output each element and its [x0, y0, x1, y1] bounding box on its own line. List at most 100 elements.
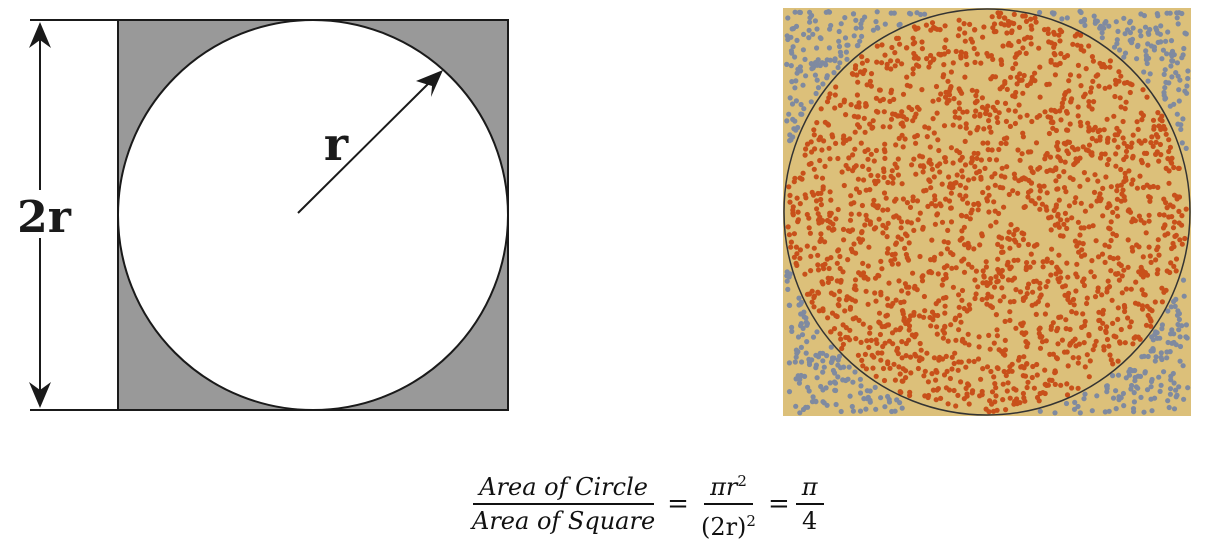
inside-dot [1057, 233, 1064, 239]
outside-dot [1179, 323, 1185, 329]
inside-dot [1042, 109, 1048, 115]
inside-dot [1008, 222, 1014, 228]
inside-dot [1102, 242, 1108, 248]
inside-dot [894, 345, 901, 351]
inside-dot [963, 53, 969, 60]
inside-dot [1108, 237, 1114, 244]
inside-dot [847, 337, 853, 343]
inside-dot [945, 49, 951, 55]
inside-dot [1110, 361, 1116, 367]
inside-dot [1137, 173, 1143, 179]
outside-dot [838, 408, 844, 415]
outside-dot [795, 124, 801, 131]
inside-dot [1052, 381, 1058, 387]
inside-dot [1070, 296, 1077, 303]
inside-dot [856, 124, 862, 130]
inside-dot [881, 109, 887, 115]
outside-dot [1110, 373, 1116, 379]
inside-dot [865, 263, 871, 269]
inside-dot [938, 395, 944, 401]
inside-dot [973, 108, 979, 114]
inside-dot [1075, 158, 1081, 164]
inside-dot [827, 91, 833, 97]
outside-dot [827, 26, 833, 32]
outside-dot [1177, 77, 1183, 83]
inside-dot [881, 377, 888, 384]
outside-dot [1153, 25, 1159, 31]
inside-dot [989, 174, 995, 180]
inside-dot [1067, 299, 1073, 305]
inside-dot [1118, 326, 1124, 333]
inside-dot [961, 242, 968, 248]
inside-dot [1028, 16, 1034, 22]
inside-dot [1141, 291, 1147, 297]
inside-dot [1157, 212, 1163, 218]
inside-dot [848, 102, 854, 108]
inside-dot [1084, 352, 1090, 358]
inside-dot [1045, 278, 1051, 284]
inside-dot [885, 246, 891, 252]
inside-dot [963, 193, 969, 199]
outside-dot [1118, 395, 1124, 401]
outside-dot [798, 299, 805, 305]
inside-dot [915, 365, 921, 372]
inside-dot [1172, 233, 1178, 239]
inside-dot [1059, 337, 1065, 343]
outside-dot [878, 395, 884, 401]
inside-dot [1166, 180, 1172, 186]
inside-dot [1063, 326, 1069, 332]
inside-dot [1008, 29, 1015, 36]
inside-dot [1075, 219, 1081, 225]
inside-dot [1115, 144, 1121, 150]
outside-dot [1157, 335, 1163, 341]
inside-dot [809, 189, 815, 195]
inside-dot [956, 17, 962, 23]
inside-dot [1053, 109, 1059, 115]
inside-dot [1013, 325, 1019, 331]
inside-dot [913, 111, 919, 117]
inside-dot [997, 298, 1003, 304]
inside-dot [936, 357, 942, 363]
outside-dot [1173, 387, 1179, 393]
inside-dot [835, 155, 841, 162]
inside-dot [1120, 135, 1126, 141]
inside-dot [1014, 52, 1020, 58]
inside-dot [859, 229, 865, 235]
inside-dot [954, 148, 960, 154]
inside-dot [1076, 355, 1082, 361]
inside-dot [1114, 196, 1120, 202]
outside-dot [850, 379, 856, 385]
inside-dot [827, 189, 833, 195]
inside-dot [1150, 117, 1157, 123]
inside-dot [1015, 147, 1021, 153]
height-arrow-up [29, 22, 51, 48]
inside-dot [989, 294, 995, 300]
outside-dot [794, 37, 800, 43]
inside-dot [1055, 266, 1061, 272]
outside-dot [831, 355, 837, 361]
inside-dot [868, 172, 874, 178]
inside-dot [1118, 73, 1124, 79]
inside-dot [904, 284, 910, 290]
inside-dot [1036, 45, 1042, 51]
inside-dot [863, 187, 869, 193]
inside-dot [900, 196, 906, 202]
inside-dot [825, 315, 831, 321]
outside-dot [827, 57, 833, 63]
inside-dot [891, 214, 897, 220]
outside-dot [1176, 311, 1182, 317]
inside-dot [1069, 385, 1075, 391]
inside-dot [958, 49, 964, 55]
inside-dot [919, 87, 925, 93]
inside-dot [1127, 89, 1133, 96]
inside-dot [1091, 274, 1097, 280]
outside-dot [784, 118, 790, 124]
outside-dot [1164, 349, 1170, 355]
inside-dot [1048, 107, 1054, 113]
inside-dot [936, 147, 942, 154]
inside-dot [1019, 322, 1025, 329]
outside-dot [1178, 126, 1184, 132]
inside-dot [1033, 301, 1039, 307]
outside-dot [800, 325, 806, 331]
inside-dot [1111, 137, 1117, 143]
